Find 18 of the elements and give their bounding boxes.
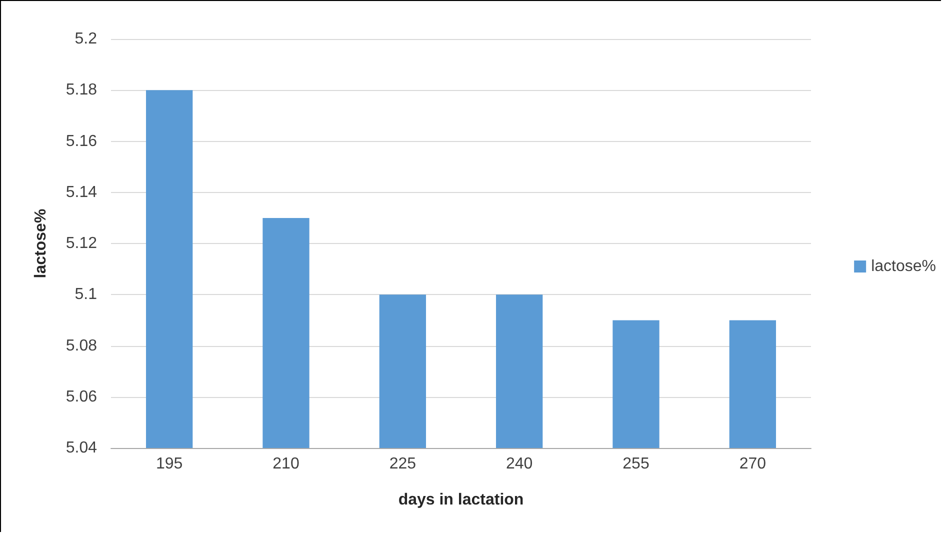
y-tick-label: 5.08 (66, 337, 98, 354)
y-tick-label: 5.12 (66, 235, 98, 252)
y-tick-label: 5.06 (66, 388, 98, 406)
x-tick-label: 255 (622, 456, 650, 472)
x-tick-label: 270 (739, 456, 766, 472)
y-tick-label: 5.16 (66, 132, 98, 150)
x-tick-label: 240 (506, 456, 533, 472)
y-tick-label: 5.04 (66, 440, 98, 456)
y-tick-label: 5.18 (66, 82, 98, 99)
legend-label: lactose% (871, 258, 936, 275)
y-tick-label: 5.2 (74, 30, 98, 48)
y-tick-label: 5.1 (74, 286, 98, 304)
x-axis-title: days in lactation (398, 492, 524, 508)
x-tick-label: 210 (272, 456, 300, 472)
x-tick-label: 225 (389, 456, 416, 472)
x-tick-label: 195 (156, 456, 183, 472)
y-tick-label: 5.14 (66, 184, 98, 201)
y-axis-title: lactose% (32, 208, 50, 278)
